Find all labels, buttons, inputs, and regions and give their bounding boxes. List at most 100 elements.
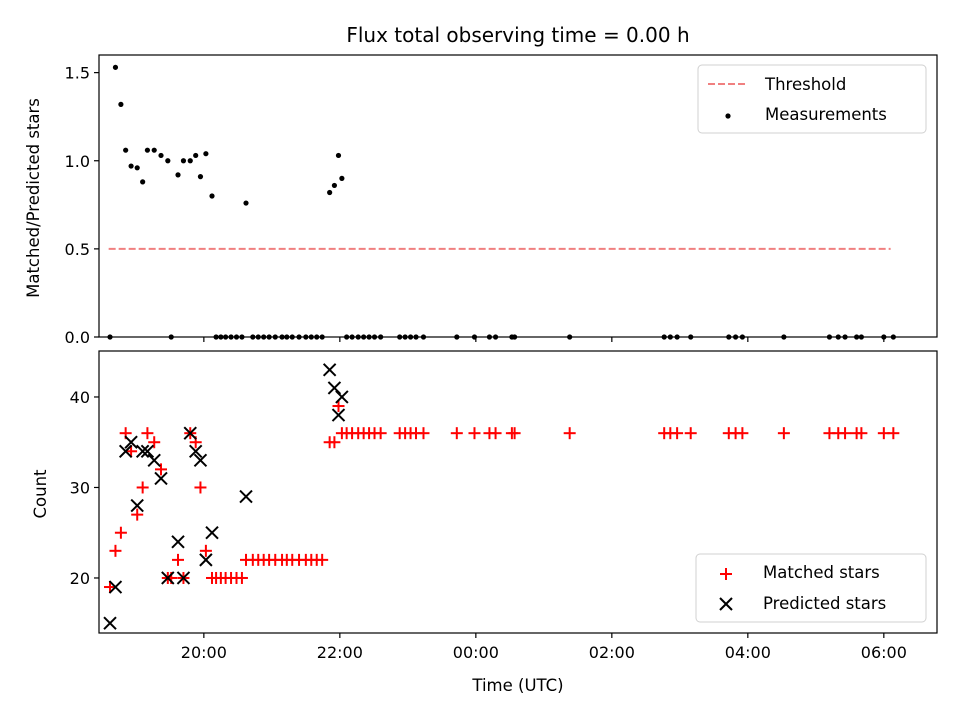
measurements-point [203, 151, 209, 157]
matched-stars-point [417, 427, 430, 440]
bottom-axes-frame [98, 350, 938, 634]
predicted-stars-point [135, 444, 150, 458]
measurements-point [331, 182, 338, 189]
legend-matched-label: Matched stars [763, 563, 880, 582]
legend-predicted-label: Predicted stars [763, 594, 886, 613]
matched-stars-point [508, 427, 521, 440]
matched-stars-point [141, 427, 154, 440]
predicted-stars-point [188, 444, 203, 458]
predicted-stars-point [161, 571, 175, 585]
legend-measurements-label: Measurements [765, 105, 887, 124]
predicted-stars-point [205, 526, 219, 540]
bottom-xtick-label: 02:00 [589, 643, 635, 662]
matched-stars-point [887, 427, 900, 440]
bottom-xtick-label: 04:00 [725, 643, 771, 662]
x-axis-label: Time (UTC) [471, 676, 563, 695]
matched-stars-point [328, 436, 341, 449]
measurements-point [128, 163, 134, 169]
matched-stars-point [736, 427, 749, 440]
predicted-stars-point [103, 616, 117, 630]
bottom-legend: Matched stars Predicted stars [695, 553, 927, 623]
measurements-point [112, 64, 119, 70]
predicted-stars-point [239, 489, 253, 504]
bottom-plot-star-counts: 20 30 40 20:00 22:00 00:00 02:00 04:00 06:00 [70, 350, 938, 662]
bottom-xtick-label: 06:00 [861, 643, 907, 662]
top-ytick-label: 0.5 [65, 240, 90, 259]
matched-stars-point [332, 400, 345, 413]
measurements-point [134, 165, 140, 171]
predicted-stars-point [124, 435, 138, 449]
predicted-stars-point [108, 580, 123, 594]
measurements-point [339, 175, 345, 181]
matched-stars-point [684, 427, 697, 440]
bottom-ylabel: Count [31, 469, 50, 519]
matched-stars-point [777, 427, 790, 440]
predicted-stars-point [199, 553, 213, 567]
predicted-stars-point [118, 444, 133, 458]
predicted-stars-point [140, 444, 155, 458]
matched-stars-point [148, 436, 161, 449]
top-axes-frame [98, 54, 938, 338]
top-plot-matched-ratio: 0.0 0.5 1.0 1.5 [65, 54, 938, 347]
matched-stars-point [374, 427, 387, 440]
measurements-point [140, 179, 146, 185]
matched-stars-point [489, 427, 502, 440]
top-ytick-label: 1.5 [65, 64, 90, 83]
measurements-point [193, 152, 199, 159]
bottom-markers [103, 363, 900, 630]
matched-stars-point [671, 427, 684, 440]
bottom-ytick-label: 30 [70, 478, 90, 497]
matched-stars-point [109, 544, 122, 557]
bottom-ytick-label: 40 [70, 388, 90, 407]
predicted-stars-point [322, 363, 337, 377]
chart-title: Flux total observing time = 0.00 h [346, 23, 689, 47]
matched-stars-point [125, 445, 138, 458]
measurements-point [151, 147, 157, 153]
predicted-stars-point [193, 453, 208, 468]
matched-stars-point [855, 427, 868, 440]
measurements-point [243, 200, 249, 206]
measurements-point [158, 152, 164, 159]
legend-threshold-label: Threshold [764, 75, 846, 94]
matched-stars-point [450, 427, 463, 440]
measurements-point [175, 172, 181, 178]
predicted-stars-point [327, 381, 342, 395]
matched-stars-point [194, 481, 207, 494]
predicted-stars-point [154, 471, 168, 486]
bottom-xtick-label: 22:00 [317, 643, 363, 662]
predicted-stars-point [335, 390, 349, 404]
measurements-point [197, 174, 204, 180]
matched-stars-point [563, 427, 576, 440]
bottom-xtick-label: 20:00 [181, 643, 227, 662]
matched-stars-point [199, 544, 212, 557]
legend-predicted-swatch [719, 597, 733, 611]
measurements-point [180, 158, 187, 164]
top-ylabel: Matched/Predicted stars [24, 98, 43, 298]
bottom-ytick-label: 20 [70, 569, 90, 588]
legend-matched-swatch [720, 568, 732, 580]
top-ytick-label: 0.0 [65, 328, 90, 347]
predicted-stars-point [147, 453, 161, 468]
measurements-point [209, 193, 215, 199]
measurements-point [144, 147, 151, 153]
top-ytick-label: 1.0 [65, 152, 90, 171]
matched-stars-point [131, 508, 144, 521]
matched-stars-point [114, 526, 127, 539]
matched-stars-point [316, 553, 329, 566]
predicted-stars-point [130, 498, 144, 513]
predicted-stars-point [331, 408, 346, 422]
measurements-point [327, 189, 333, 196]
matched-stars-point [136, 481, 149, 494]
predicted-stars-point [183, 426, 197, 440]
matched-stars-point [839, 427, 852, 440]
matched-stars-point [155, 463, 168, 476]
measurements-point [118, 101, 124, 107]
measurements-point [165, 158, 171, 164]
legend-measurements-swatch [725, 113, 731, 119]
matched-stars-point [104, 581, 117, 594]
predicted-stars-point [176, 571, 191, 585]
top-legend: Threshold Measurements [697, 64, 927, 134]
matched-stars-point [172, 553, 185, 566]
measurements-point [123, 147, 129, 153]
